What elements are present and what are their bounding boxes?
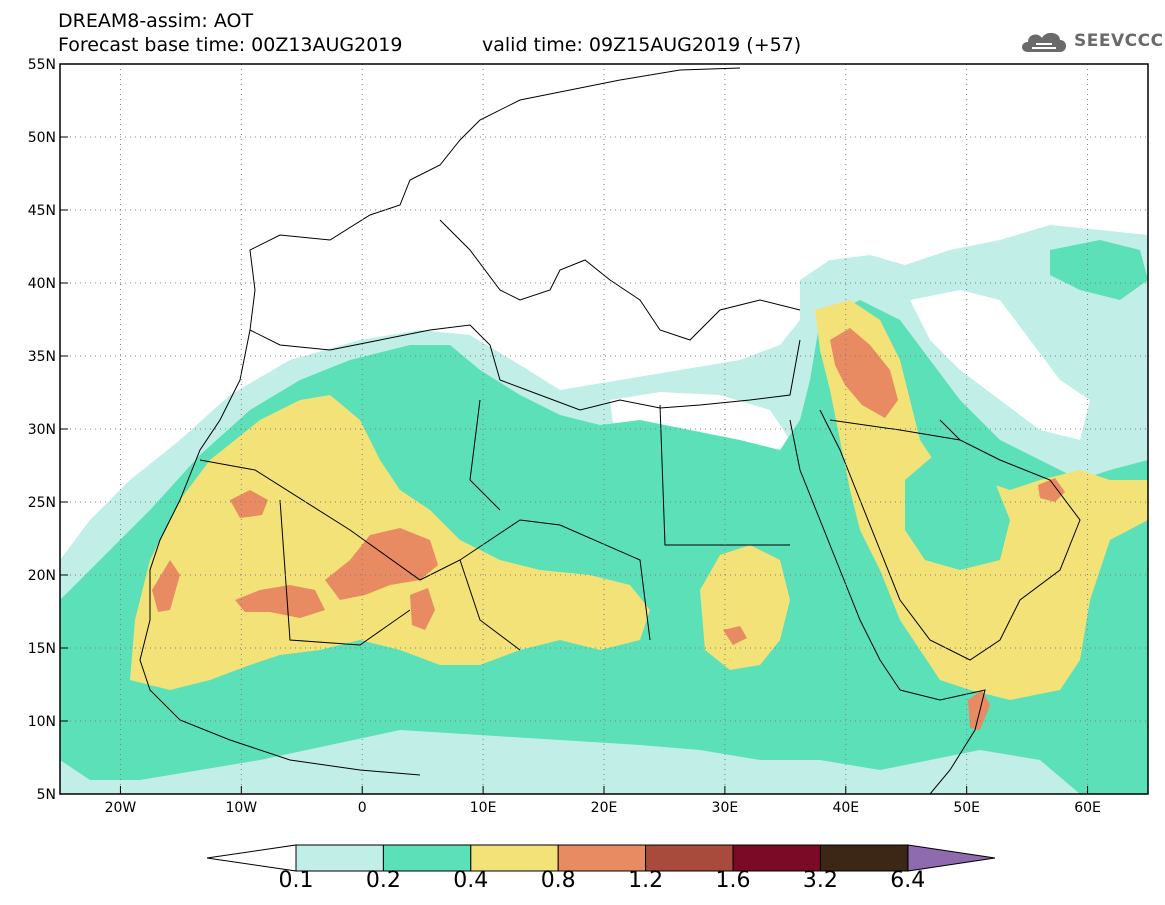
colorbar-label-1: 0.2 <box>365 868 401 893</box>
aot-region-orange-4 <box>152 560 180 612</box>
coastline-hornofafrica <box>899 689 986 794</box>
lat-tick-label-5: 30N <box>28 422 56 438</box>
colorbar-label-5: 1.6 <box>715 868 751 893</box>
aot-hole-iran <box>910 290 1090 440</box>
aot-region-orange-9 <box>968 690 990 730</box>
seevccc-logo: SEEVCCC <box>1018 24 1164 58</box>
lon-tick-label-6: 40E <box>832 800 859 816</box>
aot-region-orange-8 <box>1038 478 1065 502</box>
colorbar <box>206 844 996 872</box>
colorbar-box-0 <box>295 844 384 872</box>
lat-tick-label-10: 5N <box>37 787 56 803</box>
colorbar-label-7: 6.4 <box>890 868 926 893</box>
coastline-africa-north <box>249 324 801 411</box>
colorbar-over-arrow <box>907 844 996 872</box>
lon-tick-label-0: 20W <box>105 800 137 816</box>
axis-ticks: 20W 10W 0 10E 20E 30E 40E 50E 60E 55N 50N 45N 40N 35N… <box>28 57 1101 816</box>
coastline-redsea <box>789 409 1081 691</box>
forecast-base-time: Forecast base time: 00Z13AUG2019 <box>58 34 403 56</box>
lon-tick-label-1: 10W <box>225 800 257 816</box>
aot-region-orange-6 <box>830 328 898 418</box>
cloud-logo-icon <box>1022 32 1066 52</box>
lat-tick-label-9: 10N <box>28 714 56 730</box>
aot-region-orange-2 <box>325 528 438 600</box>
lat-tick-label-0: 55N <box>28 57 56 73</box>
valid-time: valid time: 09Z15AUG2019 (+57) <box>482 34 802 56</box>
gridlines <box>60 63 1148 795</box>
aot-region-orange-1 <box>230 490 268 518</box>
colorbar-box-3 <box>557 844 647 872</box>
colorbar-label-3: 0.8 <box>540 868 576 893</box>
lat-tick-label-6: 25N <box>28 495 56 511</box>
colorbar-label-2: 0.4 <box>453 868 489 893</box>
lat-tick-label-7: 20N <box>28 568 56 584</box>
chart-title: DREAM8-assim: AOT <box>58 10 254 32</box>
colorbar-box-5 <box>732 844 821 872</box>
lon-tick-label-5: 30E <box>712 800 739 816</box>
border-sahara-2 <box>469 399 961 546</box>
colorbar-label-4: 1.2 <box>628 868 664 893</box>
lat-tick-label-4: 35N <box>28 349 56 365</box>
aot-region-green-north <box>1050 240 1148 300</box>
colorbar-label-6: 3.2 <box>802 868 838 893</box>
lon-tick-label-4: 20E <box>591 800 618 816</box>
coastline-africa-west <box>139 329 421 776</box>
coastline-europe <box>249 67 801 341</box>
colorbar-label-0: 0.1 <box>278 868 314 893</box>
lon-tick-label-2: 0 <box>358 800 367 816</box>
colorbar-box-4 <box>645 844 734 872</box>
lat-tick-label-8: 15N <box>28 641 56 657</box>
lat-tick-label-3: 40N <box>28 276 56 292</box>
aot-region-orange-5 <box>410 588 435 630</box>
aot-region-orange-3 <box>235 585 325 618</box>
border-sahara-1 <box>199 459 651 651</box>
aot-region-orange-7 <box>723 626 747 645</box>
aot-hole-arabia-green <box>905 450 1010 570</box>
lon-tick-label-8: 60E <box>1074 800 1101 816</box>
colorbar-box-2 <box>470 844 559 872</box>
aot-region-yellow-sudan <box>700 545 790 670</box>
logo-text: SEEVCCC <box>1074 31 1164 51</box>
coastlines <box>139 67 1081 794</box>
lat-tick-label-2: 45N <box>28 203 56 219</box>
lon-tick-label-3: 10E <box>470 800 497 816</box>
lat-tick-label-1: 50N <box>28 130 56 146</box>
lon-tick-label-7: 50E <box>953 800 980 816</box>
